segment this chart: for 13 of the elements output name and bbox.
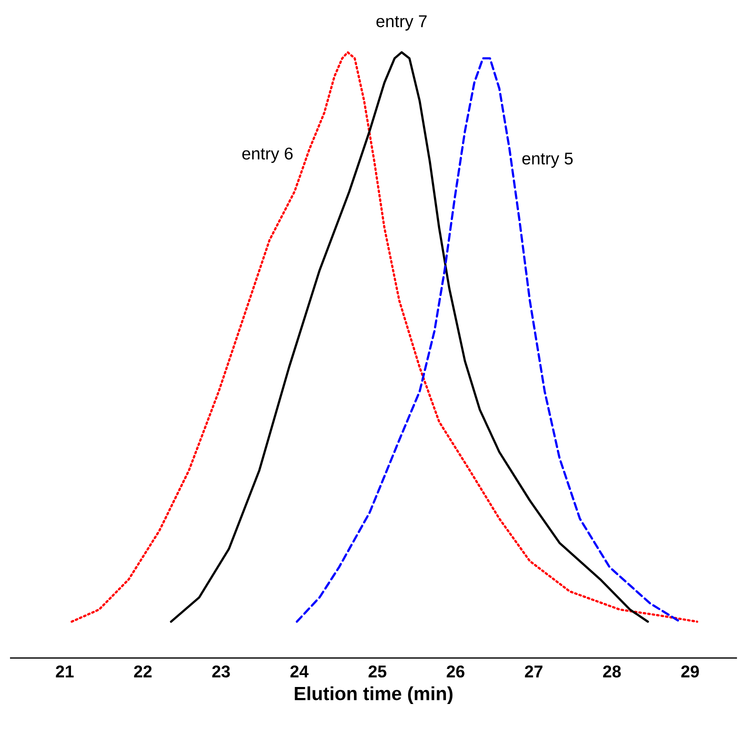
series-label: entry 7: [376, 15, 427, 31]
x-tick-label: 26: [446, 666, 465, 678]
x-tick-label: 25: [368, 666, 387, 678]
x-tick-label: 22: [134, 666, 152, 678]
series-label: entry 5: [522, 152, 573, 168]
x-tick-label: 24: [290, 666, 309, 678]
series-label: entry 6: [242, 148, 293, 163]
x-tick-label: 27: [525, 666, 543, 678]
x-tick-label: 29: [681, 666, 700, 678]
x-tick-label: 28: [603, 666, 622, 678]
x-axis-title: Elution time (min): [295, 686, 453, 704]
x-tick-label: 23: [212, 666, 230, 678]
x-tick-label: 21: [56, 666, 74, 678]
